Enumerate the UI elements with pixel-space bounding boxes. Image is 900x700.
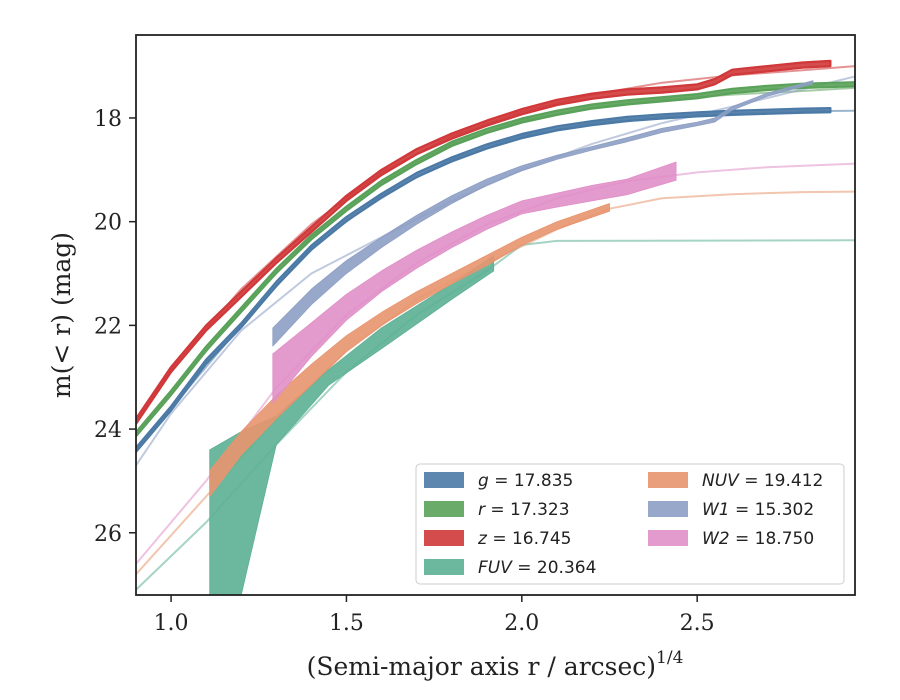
- model-curve-w1: [136, 75, 855, 466]
- axis-ticks: 1.0 1.5 2.0 2.5 18 20 22 24 26: [94, 107, 715, 636]
- legend-swatch-fuv: [424, 559, 464, 575]
- x-axis-label-power: 1/4: [656, 648, 683, 668]
- plot-area: [136, 59, 855, 595]
- legend-swatch-z: [424, 530, 464, 546]
- legend-label-z: z = 16.745: [477, 529, 571, 549]
- x-tick-label: 1.0: [154, 611, 189, 636]
- y-tick-label: 20: [94, 211, 122, 236]
- legend-swatch-w1: [648, 501, 688, 517]
- data-band-r: [136, 81, 855, 438]
- legend-label-g: g = 17.835: [478, 471, 573, 491]
- legend-swatch-w2: [648, 530, 688, 546]
- legend-swatch-g: [424, 472, 464, 488]
- x-tick-label: 2.0: [504, 611, 539, 636]
- legend-label-r: r = 17.323: [478, 500, 570, 520]
- legend-swatch-nuv: [648, 472, 688, 488]
- data-band-w1: [272, 80, 814, 347]
- legend-label-w2: W2 = 18.750: [702, 529, 814, 549]
- x-axis-label: (Semi-major axis r / arcsec)1/4: [307, 648, 684, 681]
- data-band-w2: [272, 161, 677, 404]
- model-curve-r: [136, 86, 855, 435]
- y-tick-label: 22: [94, 314, 122, 339]
- plot-frame: [135, 34, 856, 596]
- legend-swatch-r: [424, 501, 464, 517]
- y-tick-label: 26: [94, 522, 122, 547]
- legend: g = 17.835 r = 17.323 z = 16.745 FUV = 20.3…: [415, 463, 845, 585]
- y-tick-label: 24: [94, 418, 122, 443]
- data-band-z: [136, 59, 832, 425]
- legend-box: [415, 463, 845, 585]
- y-axis-label: m(< r) (mag): [47, 232, 76, 398]
- data-band-nuv: [209, 203, 610, 497]
- data-band-g: [136, 107, 832, 453]
- legend-label-w1: W1 = 15.302: [702, 500, 814, 520]
- x-tick-label: 2.5: [680, 611, 715, 636]
- x-tick-label: 1.5: [329, 611, 364, 636]
- model-curve-g: [136, 109, 855, 451]
- y-tick-label: 18: [94, 107, 122, 132]
- legend-label-fuv: FUV = 20.364: [478, 558, 596, 578]
- legend-label-nuv: NUV = 19.412: [702, 471, 823, 491]
